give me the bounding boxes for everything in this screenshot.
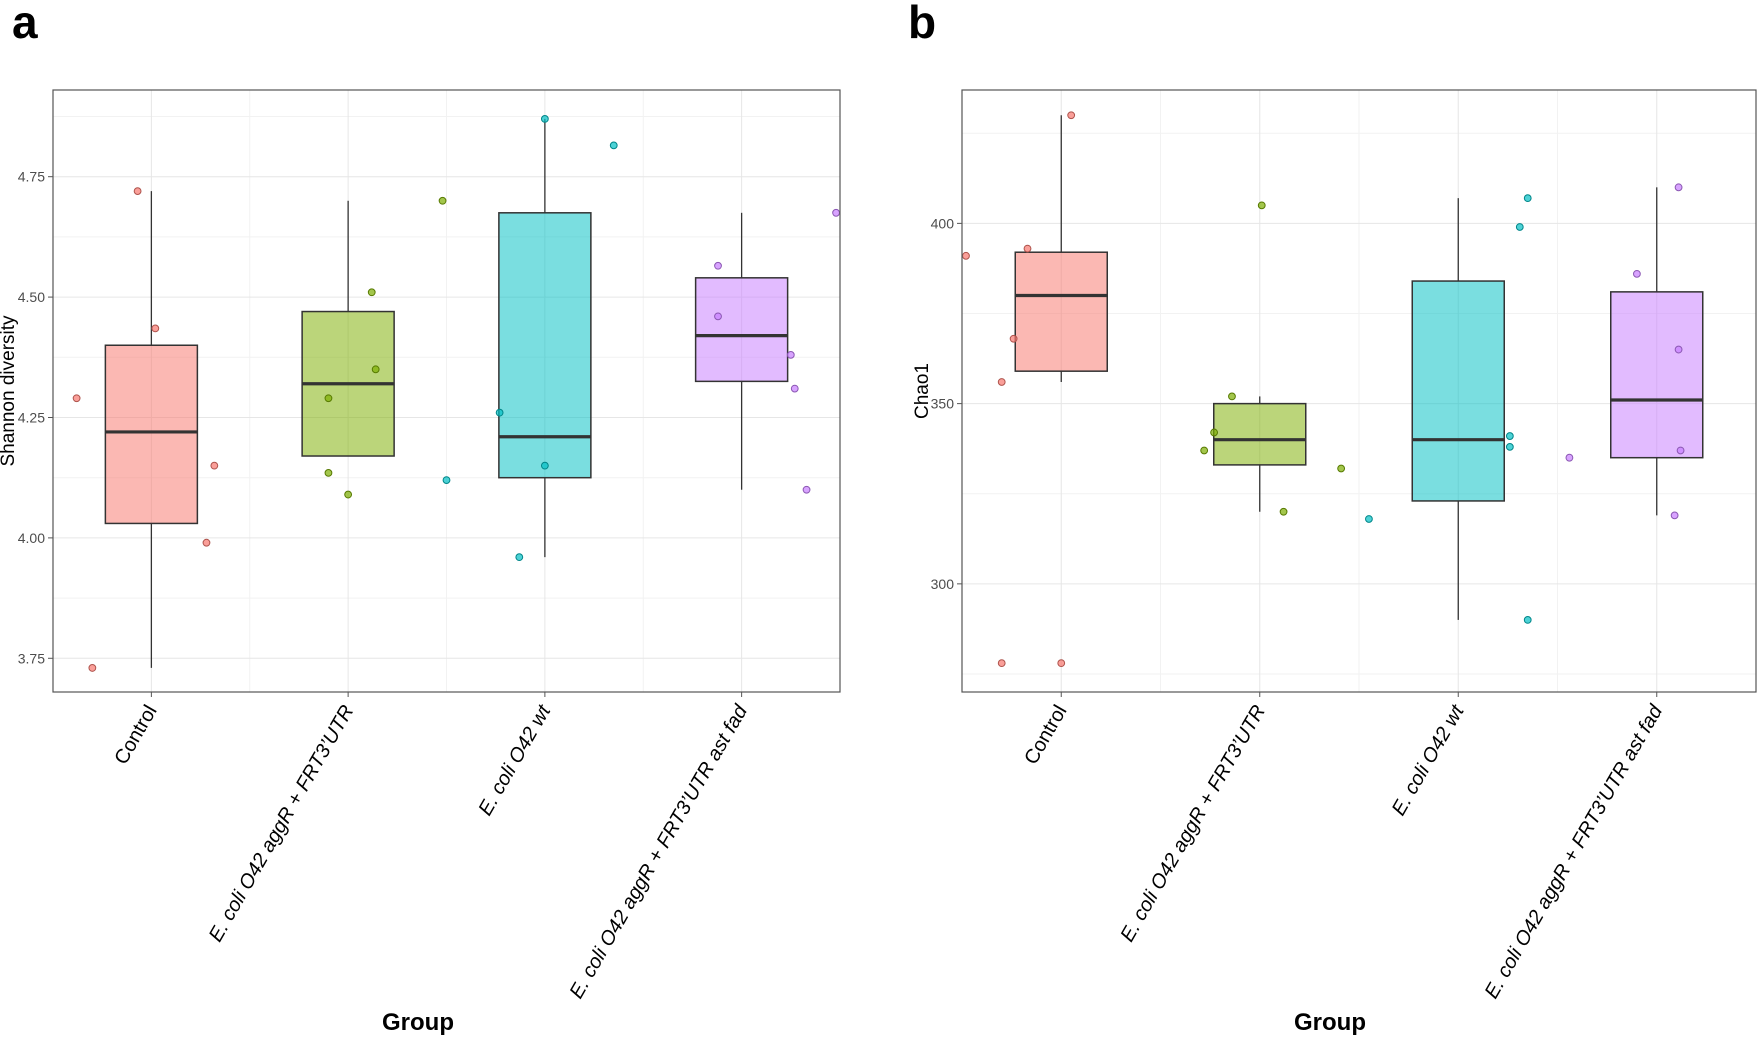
data-point: [1067, 111, 1076, 120]
data-point: [1257, 201, 1266, 210]
x-category-label: E. coli O42 wt: [1388, 700, 1469, 819]
panel-b: b 300 350 400 Control E. coli O42 aggR + FRT3…: [908, 0, 1757, 1036]
data-point: [540, 114, 549, 123]
data-point: [962, 251, 970, 260]
box-3: [498, 212, 592, 479]
y-tick-label: 350: [931, 396, 955, 412]
y-tick-label: 4.50: [18, 289, 45, 305]
x-category-label: E. coli O42 aggR + FRT3’UTR: [205, 702, 359, 946]
data-point: [515, 553, 524, 562]
data-point: [1210, 428, 1218, 437]
data-point: [1279, 507, 1288, 516]
x-category-label: E. coli O42 wt: [474, 700, 555, 819]
data-point: [324, 394, 333, 403]
data-point: [1228, 392, 1236, 401]
data-point: [1670, 511, 1679, 520]
data-point: [1057, 659, 1066, 668]
data-point: [133, 187, 142, 196]
data-point: [1365, 515, 1373, 523]
data-point: [1009, 334, 1018, 343]
x-category-label: E. coli O42 aggR + FRT3’UTR ast fad: [566, 701, 753, 1003]
x-category-label: Control: [1020, 702, 1071, 769]
data-point: [714, 312, 722, 321]
data-point: [1523, 616, 1532, 624]
data-point: [438, 196, 447, 205]
y-tick-label: 4.75: [18, 169, 45, 185]
data-point: [344, 490, 353, 499]
data-point: [832, 208, 840, 217]
data-point: [1505, 432, 1514, 440]
panel-a: a 3.75 4.00 4.25 4.50 4.75 Control E. coli O42 …: [0, 0, 841, 1036]
data-point: [1565, 453, 1574, 462]
data-point: [1515, 223, 1524, 231]
data-point: [495, 408, 504, 417]
x-axis-title: Group: [1294, 1009, 1366, 1036]
data-point: [997, 378, 1006, 386]
data-point: [1505, 442, 1514, 451]
data-point: [202, 538, 211, 547]
data-point: [540, 461, 549, 470]
data-point: [1200, 446, 1209, 455]
data-point: [802, 485, 811, 494]
data-point: [324, 468, 333, 477]
x-category-label: E. coli O42 aggR + FRT3’UTR: [1116, 702, 1270, 946]
data-point: [714, 261, 722, 270]
data-point: [786, 350, 795, 359]
data-point: [88, 664, 97, 672]
x-category-label: Control: [110, 702, 161, 769]
panel-letter: a: [12, 0, 38, 48]
y-axis-title: Shannon diversity: [0, 315, 19, 467]
plot-frame: [961, 89, 1757, 693]
x-category-label: E. coli O42 aggR + FRT3’UTR ast fad: [1481, 701, 1668, 1003]
box-4: [1610, 291, 1704, 459]
box-4: [694, 277, 789, 383]
data-point: [1023, 244, 1032, 253]
box-3: [1411, 280, 1505, 502]
box-1: [104, 344, 199, 525]
data-point: [1674, 345, 1683, 354]
data-point: [609, 141, 618, 150]
x-axis-title: Group: [382, 1009, 454, 1036]
data-point: [72, 394, 81, 403]
data-point: [790, 384, 799, 393]
data-point: [1633, 269, 1641, 278]
box-2: [1213, 402, 1307, 466]
data-point: [367, 288, 376, 297]
data-point: [1674, 183, 1683, 192]
panel-letter: b: [908, 0, 936, 48]
data-point: [1337, 464, 1346, 473]
data-point: [371, 365, 380, 374]
data-point: [210, 461, 219, 470]
data-point: [1523, 194, 1532, 203]
plot-frame: [52, 89, 841, 693]
data-point: [442, 476, 451, 484]
y-axis-title: Chao1: [912, 363, 933, 419]
data-point: [1676, 446, 1685, 455]
box-1: [1014, 251, 1108, 372]
y-tick-label: 3.75: [18, 650, 45, 666]
y-tick-label: 4.00: [18, 530, 45, 546]
data-point: [997, 659, 1006, 668]
y-tick-label: 300: [931, 576, 955, 592]
data-point: [151, 324, 160, 333]
y-tick-label: 4.25: [18, 409, 45, 425]
y-tick-label: 400: [931, 215, 955, 231]
